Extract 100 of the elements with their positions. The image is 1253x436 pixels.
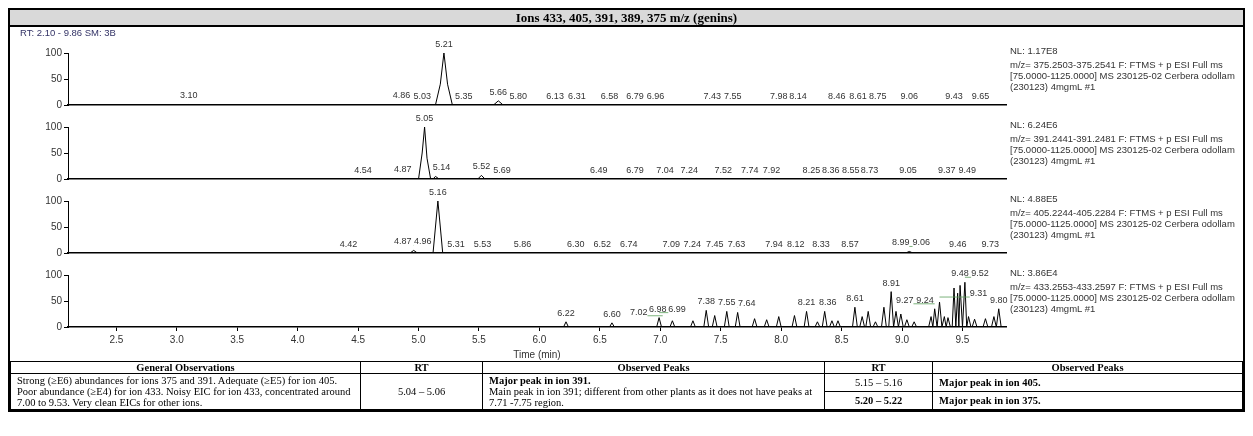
annotation: 9.73 <box>981 239 1000 249</box>
annotation: 8.55 <box>841 165 860 175</box>
annotation: 5.16 <box>429 187 447 197</box>
annotation: 6.99 <box>668 303 686 314</box>
text: Observed Peaks <box>932 361 1243 374</box>
annotation: 8.91 <box>882 277 900 288</box>
annotation: 4.87 <box>394 164 412 175</box>
annotation: 5.52 <box>472 161 491 172</box>
text: Major peak in ion 405. <box>932 373 1243 392</box>
annotation: 7.45 <box>705 239 724 249</box>
annotation: 9.31 <box>969 288 988 299</box>
y-tick-label: 50 <box>50 294 63 306</box>
annotation: 6.49 <box>589 165 608 175</box>
annotation: 4.87 <box>394 236 412 247</box>
annotation: 5.66 <box>489 86 508 97</box>
text: General Observations <box>10 361 361 374</box>
annotation: 8.99 <box>892 237 910 248</box>
annotation: 7.24 <box>683 239 702 249</box>
annotation: 5.05 <box>415 113 434 123</box>
annotation: 3.10 <box>180 90 198 101</box>
y-tick-label: 100 <box>45 194 63 206</box>
text: m/z= 405.2244-405.2284 F: FTMS + p ESI Full ms [75.0000-1125.0000] MS 230125-02 Cerbera odollam (230123) 4mgmL #1 <box>1010 207 1236 240</box>
text: m/z= 375.2503-375.2541 F: FTMS + p ESI Full ms [75.0000-1125.0000] MS 230125-02 Cerbera odollam (230123) 4mgmL #1 <box>1010 59 1236 92</box>
annotation: 5.14 <box>432 162 451 173</box>
x-tick-label: 7.5 <box>713 333 729 345</box>
text: Main peak in ion 391; different from other plants as it does not have peaks at 7.71 -7.75 region. <box>489 386 813 408</box>
text: m/z= 433.2553-433.2597 F: FTMS + p ESI Full ms [75.0000-1125.0000] MS 230125-02 Cerbera odollam (230123) 4mgmL #1 <box>1010 281 1236 314</box>
text: NL: 6.24E6 <box>1010 119 1059 130</box>
annotation: 8.46 <box>828 91 846 101</box>
annotation: 4.86 <box>392 90 411 101</box>
annotation: 9.48 <box>951 268 969 279</box>
annotation: 9.06 <box>900 91 919 101</box>
text: RT <box>824 361 933 374</box>
annotation: 6.60 <box>603 308 621 319</box>
annotation: 9.27 <box>895 294 914 305</box>
annotation: 8.25 <box>802 165 821 175</box>
y-tick-label: 100 <box>45 46 63 58</box>
annotation: 7.04 <box>656 165 674 175</box>
text: Major peak in ion 375. <box>932 391 1243 410</box>
annotation: 6.22 <box>557 307 575 318</box>
annotation: 5.31 <box>447 239 465 249</box>
annotation: 4.96 <box>413 236 432 247</box>
annotation: 5.35 <box>455 91 473 101</box>
annotation: 9.05 <box>899 165 917 175</box>
text: NL: 1.17E8 <box>1010 45 1059 56</box>
y-tick-label: 50 <box>50 146 63 158</box>
annotation: 5.80 <box>509 91 528 101</box>
y-tick-label: 50 <box>50 220 63 232</box>
y-tick-label: 100 <box>45 268 63 280</box>
annotation: 8.73 <box>860 165 879 175</box>
y-tick-label: 0 <box>56 172 63 184</box>
annotation: 8.14 <box>789 91 807 101</box>
annotation: 6.31 <box>568 91 586 101</box>
annotation: 9.49 <box>958 165 977 175</box>
text: m/z= 391.2441-391.2481 F: FTMS + p ESI Full ms [75.0000-1125.0000] MS 230125-02 Cerbera odollam (230123) 4mgmL #1 <box>1010 133 1236 166</box>
x-tick-label: 9.0 <box>895 333 910 345</box>
annotation: 6.30 <box>566 239 585 249</box>
x-tick-label: 6.5 <box>592 333 608 345</box>
annotation: 9.65 <box>971 91 990 101</box>
annotation: 6.52 <box>593 239 612 249</box>
annotation: 9.52 <box>971 268 989 279</box>
y-tick-label: 0 <box>56 246 63 258</box>
chart-subtitle: RT: 2.10 - 9.86 SM: 3B <box>19 27 117 39</box>
annotation: 4.54 <box>354 165 372 175</box>
annotation: 8.61 <box>849 91 867 101</box>
annotation: 7.52 <box>714 165 732 175</box>
annotation: 7.92 <box>762 165 781 175</box>
text: NL: 3.86E4 <box>1010 267 1059 278</box>
text: Observed Peaks <box>482 361 825 374</box>
annotation: 9.46 <box>948 239 967 249</box>
annotation: 7.55 <box>724 91 742 101</box>
annotation: 5.21 <box>435 39 453 49</box>
annotation: 6.74 <box>620 239 638 249</box>
annotation: 6.79 <box>626 91 644 101</box>
text: 5.15 – 5.16 <box>824 373 933 392</box>
x-tick-label: 8.0 <box>774 333 789 345</box>
annotation: 8.61 <box>846 293 864 304</box>
annotation: 9.06 <box>912 237 931 248</box>
annotation: 8.33 <box>812 239 830 249</box>
annotation: 7.98 <box>769 91 788 101</box>
annotation: 7.38 <box>697 296 715 307</box>
annotation: 6.98 <box>649 303 667 314</box>
y-tick-label: 50 <box>50 72 63 84</box>
annotation: 9.80 <box>989 294 1008 305</box>
annotation: 7.24 <box>680 165 699 175</box>
annotation: 7.64 <box>737 298 756 309</box>
annotation: 8.57 <box>841 239 859 249</box>
chart-title: Ions 433, 405, 391, 389, 375 m/z (genins) <box>10 10 1243 27</box>
y-tick-label: 100 <box>45 120 63 132</box>
annotation: 6.58 <box>600 91 619 101</box>
annotation: 6.13 <box>546 91 564 101</box>
x-tick-label: 2.5 <box>109 333 124 345</box>
x-tick-label: 4.5 <box>351 333 366 345</box>
y-tick-label: 0 <box>56 320 63 332</box>
x-tick-label: 6.0 <box>532 333 547 345</box>
annotation: 6.96 <box>646 91 665 101</box>
y-tick-label: 0 <box>56 98 63 110</box>
annotation: 8.21 <box>797 297 816 308</box>
annotation: 4.42 <box>339 239 358 249</box>
x-tick-label: 5.0 <box>411 333 426 345</box>
